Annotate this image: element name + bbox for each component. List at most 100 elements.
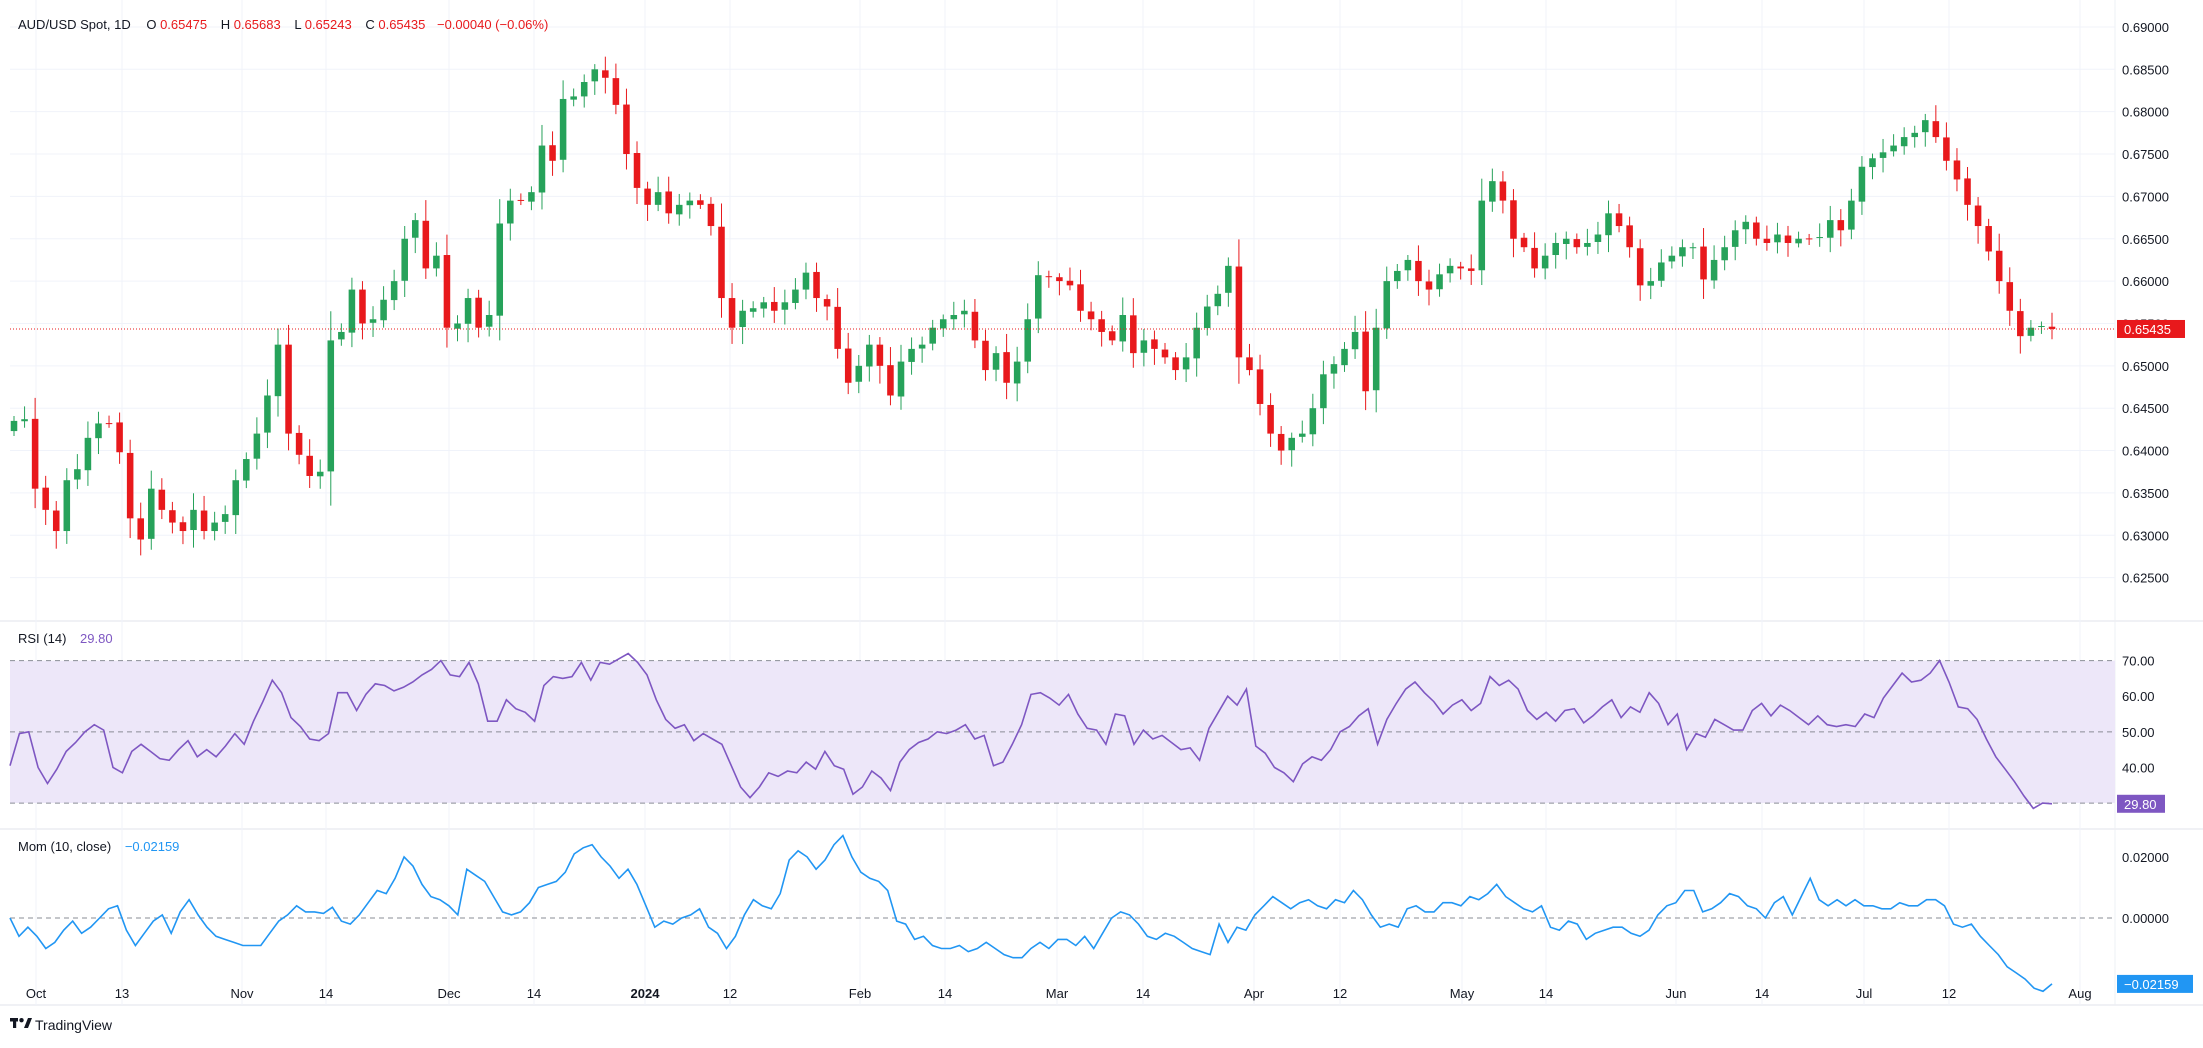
price-tick-label: 0.63000 xyxy=(2122,528,2169,543)
rsi-header-value: 29.80 xyxy=(80,631,113,646)
candle-body xyxy=(2038,326,2045,328)
candle-body xyxy=(1922,120,1929,133)
candle-body xyxy=(1552,242,1559,256)
price-tick-label: 0.69000 xyxy=(2122,20,2169,35)
candle-body xyxy=(559,98,567,160)
candle-body xyxy=(1372,327,1380,391)
time-tick-label: 13 xyxy=(115,986,129,1001)
rsi-band xyxy=(10,660,2115,804)
candle-body xyxy=(1288,437,1295,451)
candle-body xyxy=(84,437,92,471)
candle-body xyxy=(1763,238,1771,243)
candle-body xyxy=(760,302,768,309)
candle-body xyxy=(42,487,49,510)
candle-body xyxy=(528,192,535,202)
candle-body xyxy=(623,104,630,155)
time-tick-label: 14 xyxy=(1539,986,1553,1001)
candle-body xyxy=(549,145,556,161)
candle-body xyxy=(971,311,979,341)
symbol-title: AUD/USD Spot, 1D xyxy=(18,17,131,32)
candle-body xyxy=(1003,352,1010,383)
candle-body xyxy=(1425,281,1433,290)
change-value: −0.00040 (−0.06%) xyxy=(437,17,548,32)
candle-body xyxy=(866,344,873,367)
candle-body xyxy=(1330,364,1338,374)
low-value: 0.65243 xyxy=(305,17,352,32)
candle-body xyxy=(1805,238,1813,240)
time-tick-label: 14 xyxy=(938,986,952,1001)
candle-body xyxy=(602,70,609,78)
candle-body xyxy=(327,340,335,472)
candle-body xyxy=(771,301,778,311)
candle-body xyxy=(1869,158,1876,168)
candle-body xyxy=(211,522,218,532)
candle-body xyxy=(1225,265,1232,293)
candle-body xyxy=(63,480,71,532)
candle-body xyxy=(1267,404,1274,434)
candle-body xyxy=(274,344,282,397)
candle-body xyxy=(1172,357,1179,371)
candle-body xyxy=(1436,274,1443,290)
candle-body xyxy=(1467,268,1475,271)
candle-body xyxy=(1140,340,1148,353)
candle-body xyxy=(1816,237,1823,239)
candle-body xyxy=(1510,200,1517,239)
candle-body xyxy=(718,226,725,299)
rsi-line xyxy=(9,652,2053,810)
candle-body xyxy=(243,459,250,481)
candle-body xyxy=(411,220,419,238)
low-label: L xyxy=(294,17,301,32)
candle-body xyxy=(1056,277,1063,282)
time-tick-label: Jul xyxy=(1856,986,1873,1001)
candle-body xyxy=(1573,239,1581,248)
candle-body xyxy=(316,471,324,477)
candle-body xyxy=(1130,315,1137,354)
time-tick-label: 12 xyxy=(1333,986,1347,1001)
candle-body xyxy=(1520,237,1528,248)
candle-body xyxy=(1489,181,1496,202)
candle-body xyxy=(496,223,504,316)
candle-body xyxy=(338,331,345,340)
high-label: H xyxy=(221,17,230,32)
candle-body xyxy=(834,306,841,349)
time-tick-label: 14 xyxy=(1136,986,1150,1001)
candle-body xyxy=(507,200,514,224)
candle-body xyxy=(1911,132,1918,138)
price-tick-label: 0.64000 xyxy=(2122,444,2169,459)
candle-body xyxy=(823,299,831,307)
last-price-label: 0.65435 xyxy=(2124,322,2171,337)
candle-body xyxy=(126,452,134,519)
candle-body xyxy=(1679,247,1686,257)
candle-body xyxy=(1943,137,1950,161)
candle-body xyxy=(264,395,271,433)
candle-body xyxy=(1182,357,1190,370)
candle-body xyxy=(1562,238,1570,245)
mom-line xyxy=(9,834,2053,993)
candle-body xyxy=(1995,250,2003,282)
tradingview-logo[interactable]: TradingView xyxy=(10,1017,113,1033)
candle-body xyxy=(1710,259,1718,281)
price-tick-label: 0.66500 xyxy=(2122,232,2169,247)
candle-body xyxy=(1879,152,1887,158)
candle-body xyxy=(517,199,525,201)
candle-body xyxy=(707,203,715,227)
time-tick-label: 14 xyxy=(527,986,541,1001)
candle-body xyxy=(285,344,292,434)
candle-body xyxy=(1636,248,1644,286)
candle-body xyxy=(2048,326,2056,329)
candle-layer xyxy=(10,56,2115,556)
candle-body xyxy=(1098,319,1105,332)
candle-body xyxy=(1964,178,1971,205)
candle-body xyxy=(686,200,694,206)
candle-body xyxy=(1235,266,1243,358)
candle-body xyxy=(105,423,113,425)
time-tick-label: 14 xyxy=(319,986,333,1001)
mom-last-label: −0.02159 xyxy=(2124,977,2179,992)
candle-body xyxy=(950,315,958,320)
candle-body xyxy=(1394,270,1401,282)
candle-body xyxy=(644,188,651,205)
candle-body xyxy=(1457,266,1464,269)
rsi-tick-label: 60.00 xyxy=(2122,689,2155,704)
